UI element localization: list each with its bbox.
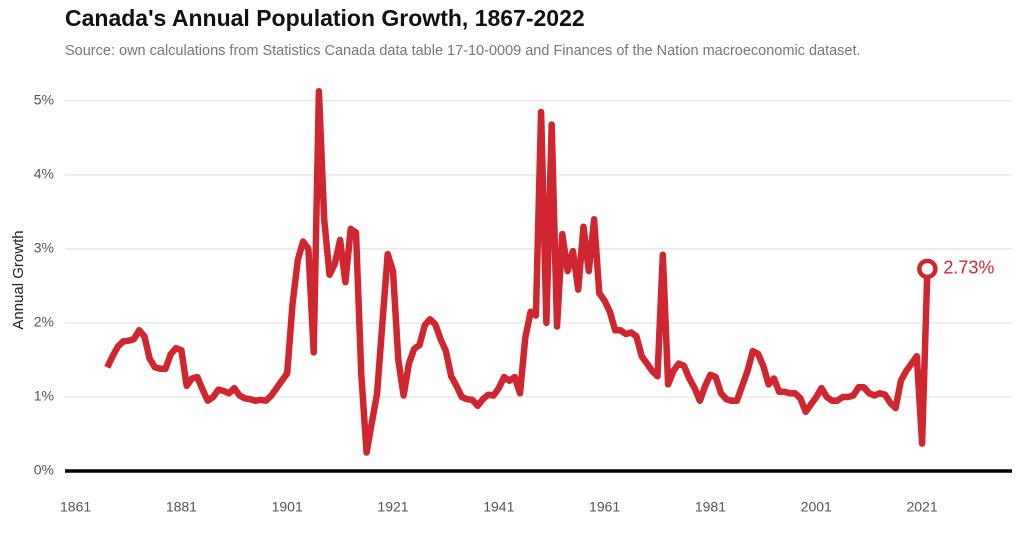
- y-tick-label: 0%: [34, 462, 54, 478]
- x-tick-label: 1921: [377, 499, 408, 515]
- x-tick-label: 2001: [801, 499, 832, 515]
- y-tick-label: 1%: [34, 388, 54, 404]
- chart-subtitle: Source: own calculations from Statistics…: [65, 43, 861, 59]
- growth-line: [104, 87, 931, 456]
- x-tick-label: 2021: [906, 499, 937, 515]
- x-tick-label: 1861: [60, 499, 91, 515]
- y-tick-label: 4%: [34, 166, 54, 182]
- x-tick-label: 1961: [589, 499, 620, 515]
- end-point-marker: [917, 258, 938, 280]
- x-tick-label: 1901: [272, 499, 303, 515]
- y-tick-label: 2%: [34, 314, 54, 330]
- x-tick-label: 1981: [695, 499, 726, 515]
- x-tick-label: 1881: [166, 499, 197, 515]
- y-axis-label: Annual Growth: [10, 230, 27, 329]
- end-value-label: 2.73%: [943, 258, 994, 278]
- y-tick-label: 3%: [34, 240, 54, 256]
- x-tick-label: 1941: [483, 499, 514, 515]
- chart-title: Canada's Annual Population Growth, 1867-…: [65, 5, 585, 31]
- y-tick-label: 5%: [34, 92, 54, 108]
